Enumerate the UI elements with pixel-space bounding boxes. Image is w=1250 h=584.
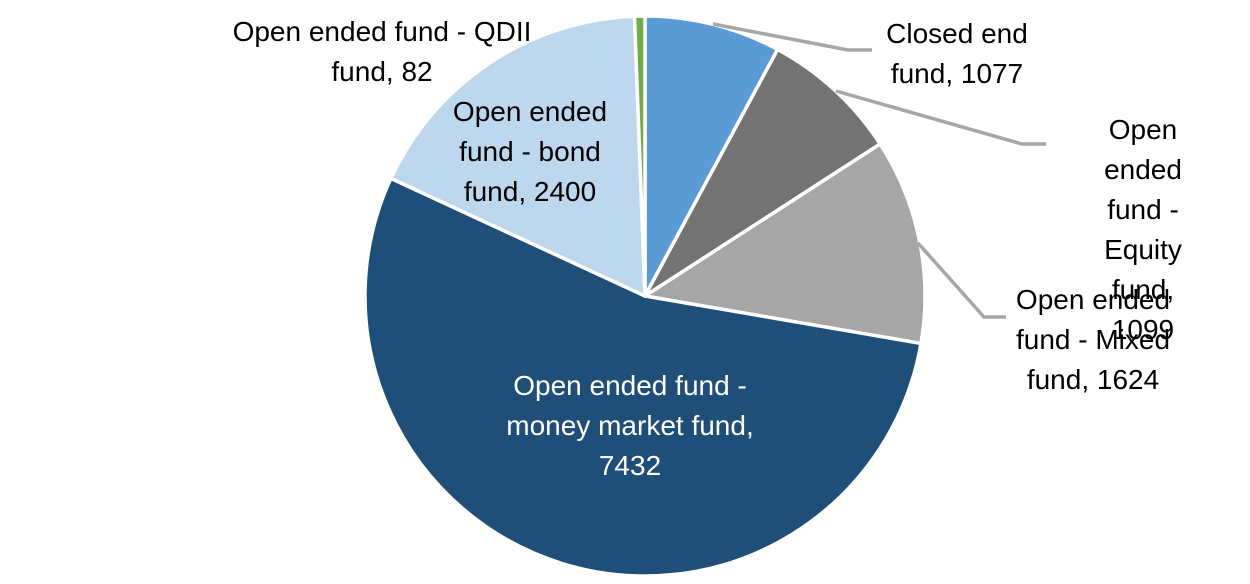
leader-line-equity: [835, 89, 1046, 146]
pie-slice-mixed: [643, 142, 927, 346]
pie-slice-qdii: [632, 14, 647, 298]
data-label-closed-end-fund: Closed end fund, 1077: [886, 18, 1028, 89]
data-label-equity-fund: Open ended fund - Equity fund, 1099: [1104, 114, 1182, 345]
pie-slice-bond: [389, 14, 647, 298]
pie-slice-money-market: [363, 176, 923, 578]
data-label-money-market-fund: Open ended fund - money market fund, 743…: [506, 370, 754, 481]
leader-line-closed-end: [712, 22, 872, 52]
data-label-qdii-fund: Open ended fund - QDII fund, 82: [232, 16, 532, 87]
data-label-bond-fund: Open ended fund - bond fund, 2400: [452, 96, 608, 207]
data-label-mixed-fund: Open ended fund - Mixed fund, 1624: [1015, 284, 1171, 395]
pie-slice-equity: [643, 47, 882, 298]
leader-line-mixed: [916, 241, 1006, 319]
